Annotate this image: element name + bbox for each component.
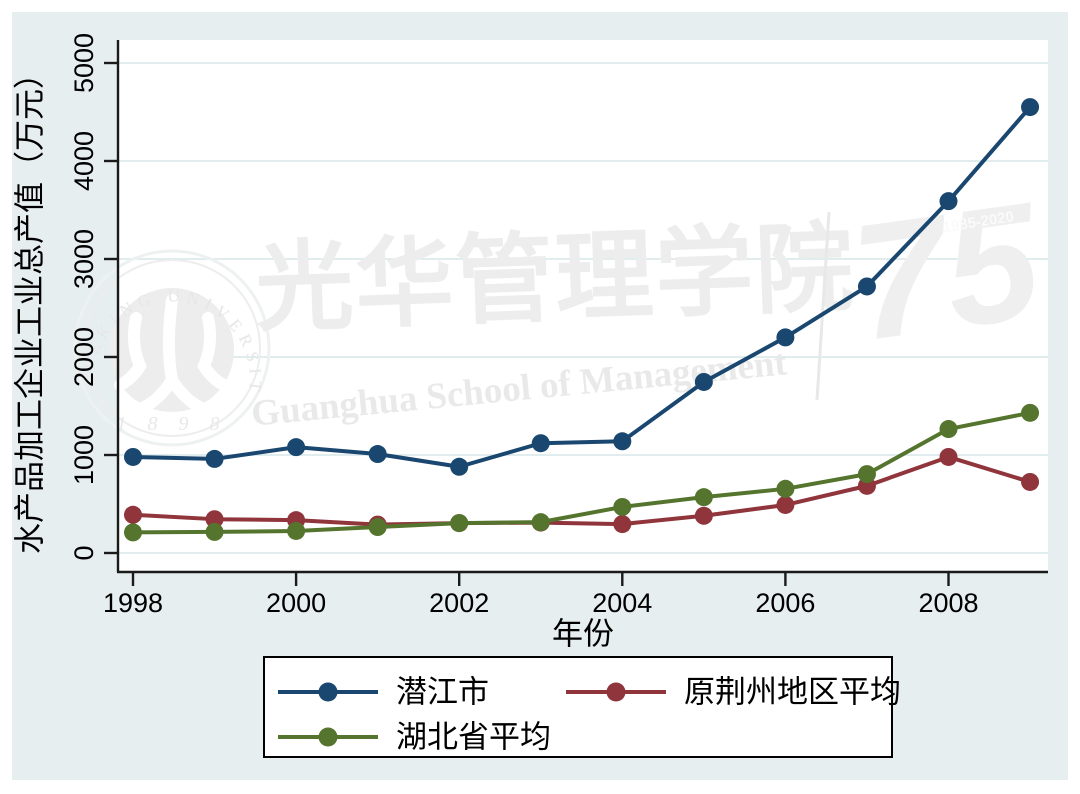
seal-year-text: 1 8 9 8 xyxy=(117,413,228,435)
legend-entry-湖北省平均: 湖北省平均 xyxy=(278,720,551,755)
data-point-湖北省平均-2001 xyxy=(368,518,387,537)
legend-frame xyxy=(263,656,893,758)
plot-area xyxy=(118,40,1048,572)
y-tick-label-3000: 3000 xyxy=(69,229,99,289)
x-tick-label-2000: 2000 xyxy=(266,588,326,618)
data-point-湖北省平均-1999 xyxy=(205,522,224,541)
y-tick-label-4000: 4000 xyxy=(69,131,99,191)
axes-layer: 0 1000 2000 3000 4000 5000 1998 2000 2002 2004 200… xyxy=(69,33,1048,618)
legend-entry-原荆州地区平均: 原荆州地区平均 xyxy=(566,675,901,710)
data-point-潜江市-2007 xyxy=(857,277,876,296)
y-tick-label-1000: 1000 xyxy=(69,425,99,485)
x-tick-label-2008: 2008 xyxy=(918,588,978,618)
data-point-潜江市-2003 xyxy=(531,434,550,453)
legend-label: 原荆州地区平均 xyxy=(684,675,901,710)
x-tick-label-2006: 2006 xyxy=(755,588,815,618)
data-point-潜江市-2008 xyxy=(939,192,958,211)
x-tick-label-2004: 2004 xyxy=(592,588,652,618)
series-line xyxy=(132,410,1031,535)
legend-label: 潜江市 xyxy=(396,675,489,710)
seal-outer-ring xyxy=(73,249,271,447)
series-line xyxy=(132,454,1031,527)
data-point-湖北省平均-2000 xyxy=(287,521,306,540)
y-axis-title: 水产品加工企业工业总产值（万元） xyxy=(13,58,48,554)
legend-sample-marker xyxy=(318,682,338,702)
data-point-湖北省平均-2006 xyxy=(776,479,795,498)
legend-entry-潜江市: 潜江市 xyxy=(278,675,489,710)
series-layer xyxy=(124,98,1040,542)
calligraphy-watermark: 光华管理学院 xyxy=(253,213,856,344)
series-line xyxy=(132,105,1032,469)
data-point-潜江市-2002 xyxy=(450,457,469,476)
data-point-原荆州地区平均-2004 xyxy=(613,515,632,534)
data-point-湖北省平均-2003 xyxy=(531,513,550,532)
data-point-湖北省平均-2005 xyxy=(694,488,713,507)
y-tick-label-2000: 2000 xyxy=(69,327,99,387)
watermark-divider xyxy=(815,211,831,401)
y-tick-label-0: 0 xyxy=(69,545,99,560)
legend-sample-marker xyxy=(318,727,338,747)
data-point-原荆州地区平均-2008 xyxy=(939,447,958,466)
data-point-潜江市-1999 xyxy=(205,449,224,468)
data-point-原荆州地区平均-2006 xyxy=(776,495,795,514)
legend-label: 湖北省平均 xyxy=(396,720,551,755)
x-axis-title: 年份 xyxy=(552,617,614,652)
series-潜江市 xyxy=(124,98,1040,476)
data-point-潜江市-1998 xyxy=(124,447,142,466)
data-point-潜江市-2001 xyxy=(368,445,387,464)
data-point-湖北省平均-2002 xyxy=(450,514,469,533)
data-point-潜江市-2009 xyxy=(1021,98,1040,117)
data-point-潜江市-2004 xyxy=(613,432,632,451)
data-point-潜江市-2006 xyxy=(776,328,795,347)
data-point-潜江市-2000 xyxy=(287,438,306,457)
data-point-湖北省平均-2004 xyxy=(613,497,632,516)
x-tick-label-1998: 1998 xyxy=(103,588,163,618)
x-tick-label-2002: 2002 xyxy=(429,588,489,618)
pku-logo-glyph xyxy=(114,294,230,415)
data-point-湖北省平均-2009 xyxy=(1021,403,1040,422)
seal-inner-ring xyxy=(83,259,261,437)
data-point-湖北省平均-2008 xyxy=(939,420,958,439)
y-tick-label-5000: 5000 xyxy=(69,33,99,93)
data-point-原荆州地区平均-2005 xyxy=(694,506,713,525)
data-point-原荆州地区平均-2009 xyxy=(1021,472,1040,491)
data-point-原荆州地区平均-1999 xyxy=(205,510,224,529)
series-湖北省平均 xyxy=(124,403,1040,542)
data-point-湖北省平均-2007 xyxy=(857,465,876,484)
data-point-湖北省平均-1998 xyxy=(124,523,142,542)
data-point-潜江市-2005 xyxy=(694,372,713,391)
legend-sample-marker xyxy=(606,682,626,702)
data-point-原荆州地区平均-1998 xyxy=(124,505,142,524)
